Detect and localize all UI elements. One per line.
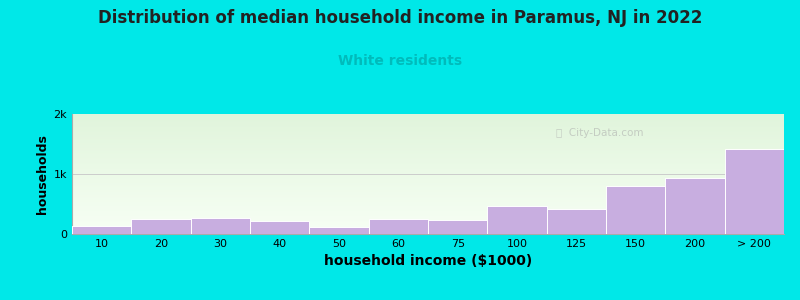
Y-axis label: households: households <box>36 134 50 214</box>
X-axis label: household income ($1000): household income ($1000) <box>324 254 532 268</box>
Bar <box>606 186 666 234</box>
Bar <box>310 227 369 234</box>
Bar <box>250 221 310 234</box>
Bar <box>131 219 190 234</box>
Bar <box>546 209 606 234</box>
Bar <box>725 149 784 234</box>
Text: White residents: White residents <box>338 54 462 68</box>
Text: Distribution of median household income in Paramus, NJ in 2022: Distribution of median household income … <box>98 9 702 27</box>
Bar <box>190 218 250 234</box>
Bar <box>72 226 131 234</box>
Bar <box>487 206 546 234</box>
Bar <box>666 178 725 234</box>
Text: ⓘ  City-Data.com: ⓘ City-Data.com <box>556 128 644 138</box>
Bar <box>369 219 428 234</box>
Bar <box>428 220 487 234</box>
